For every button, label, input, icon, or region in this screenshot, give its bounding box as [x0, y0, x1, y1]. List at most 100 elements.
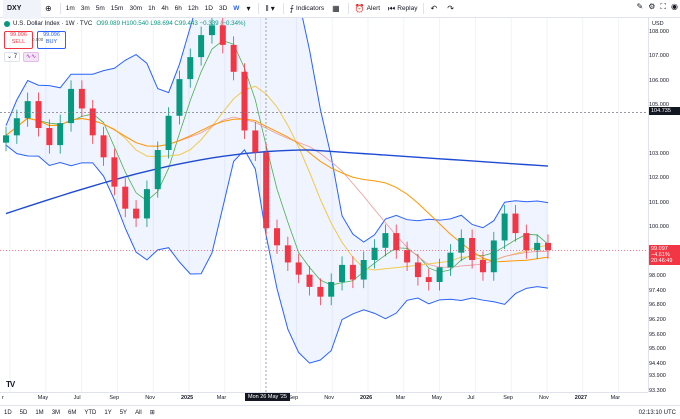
redo-button[interactable]: ↷: [443, 0, 460, 17]
time-tick-label: Sep: [503, 395, 513, 401]
time-axis[interactable]: [0, 392, 648, 406]
toolbar-divider: [282, 3, 284, 14]
interval-12h[interactable]: 12h: [187, 5, 199, 12]
indicator-chip[interactable]: ∿∿: [23, 52, 40, 62]
replay-label: Replay: [397, 5, 418, 12]
grid-icon: ▦: [332, 3, 340, 13]
interval-3m[interactable]: 3m: [80, 5, 90, 12]
interval-w[interactable]: W: [233, 5, 240, 12]
chart-type-button[interactable]: ‖ ▾: [261, 0, 280, 17]
time-tick-label: Nov: [324, 395, 334, 401]
sell-price: 99.096: [10, 32, 27, 38]
current-countdown: 20:46:49: [651, 258, 673, 265]
candle-body: [479, 260, 486, 273]
candle-body: [143, 189, 150, 219]
candle-body: [274, 228, 280, 246]
price-tick-label: 94.400: [649, 361, 666, 368]
price-chart[interactable]: [0, 18, 648, 392]
add-symbol-button[interactable]: ⊕: [41, 0, 58, 17]
replay-button[interactable]: ⏮ Replay: [384, 0, 421, 17]
time-tick-label: 2025: [181, 395, 194, 401]
range-5d[interactable]: 5D: [19, 409, 28, 416]
price-tick-label: 108.000: [649, 28, 669, 35]
price-tick-label: 106.000: [649, 77, 669, 84]
indicators-button[interactable]: ⨍ Indicators: [286, 0, 328, 17]
snapshot-icon[interactable]: ◉: [671, 2, 678, 11]
candle-body: [306, 274, 313, 287]
interval-6h[interactable]: 6h: [174, 5, 182, 12]
ma-long-line: [5, 149, 549, 215]
current-price: 99.097: [651, 246, 668, 253]
interval-3d[interactable]: 3D: [218, 5, 228, 12]
candle-body: [545, 242, 551, 251]
candle-body: [404, 250, 411, 263]
candle-body: [447, 252, 454, 268]
interval-15m[interactable]: 15m: [110, 5, 124, 12]
interval-1m[interactable]: 1m: [65, 5, 75, 12]
time-tick-label: Jul: [73, 395, 81, 401]
candle-body: [371, 247, 378, 260]
interval-dropdown[interactable]: ▾: [242, 0, 256, 17]
buy-button[interactable]: 99.096 BUY: [37, 31, 66, 49]
range-3m[interactable]: 3M: [51, 409, 61, 416]
legend-title: U.S. Dollar Index · 1W · TVC: [13, 20, 93, 27]
symbol-search[interactable]: DXY: [3, 0, 41, 19]
candle-body: [100, 135, 107, 158]
interval-1h[interactable]: 1h: [148, 5, 156, 12]
paint-icon[interactable]: ✎: [636, 2, 644, 11]
range-1y[interactable]: 1Y: [104, 409, 112, 416]
interval-4h[interactable]: 4h: [161, 5, 169, 12]
replay-icon: ⏮: [388, 3, 396, 13]
alert-button[interactable]: ⏰ Alert: [351, 0, 384, 17]
price-tick-label: 98.000: [649, 273, 666, 280]
candle-body: [349, 264, 356, 280]
candle-body: [382, 233, 389, 248]
time-tick-label: Mar: [395, 395, 406, 401]
settings-icon[interactable]: ⚙: [648, 2, 656, 11]
crosshair-price: 104.735: [651, 108, 671, 115]
range-1m[interactable]: 1M: [35, 409, 44, 416]
candle-body: [46, 128, 53, 146]
bollinger-upper-line: [5, 18, 549, 243]
candle-body: [89, 108, 96, 136]
range-5y[interactable]: 5Y: [119, 409, 128, 416]
fullscreen-icon[interactable]: ⛶: [660, 2, 667, 11]
range-all[interactable]: All: [135, 409, 142, 416]
buy-price: 99.096: [43, 32, 60, 38]
candle-body: [154, 150, 161, 190]
price-axis[interactable]: USD: [648, 18, 680, 392]
bollinger-band-fill: [6, 18, 548, 364]
date-range-icon[interactable]: ⊞: [149, 410, 155, 416]
candle-body: [317, 286, 324, 297]
candle-body: [208, 25, 215, 36]
undo-icon: ↶: [430, 3, 438, 13]
sell-button[interactable]: 99.096 SELL: [4, 31, 33, 49]
legend-ohlc: O99.089 H100.540 L98.694 C99.443 −0.339 …: [96, 20, 246, 27]
price-tick-label: 93.300: [649, 388, 666, 394]
interval-30m[interactable]: 30m: [129, 5, 143, 12]
candle-body: [284, 245, 291, 263]
bollinger-lower-line: [5, 144, 549, 364]
time-tick-label: May: [431, 395, 442, 401]
indicator-toggle[interactable]: ⌄ 7: [4, 52, 21, 62]
price-tick-label: 93.900: [649, 373, 666, 380]
interval-1d[interactable]: 1D: [204, 5, 213, 12]
interval-5m[interactable]: 5m: [95, 5, 105, 12]
bottom-bar: 1D 5D 1M 3M 6M YTD 1Y 5Y All ⊞ 02:13:10 UTC: [0, 405, 680, 419]
undo-button[interactable]: ↶: [426, 0, 443, 17]
candle-body: [469, 238, 476, 260]
layouts-button[interactable]: ▦: [328, 0, 346, 17]
range-ytd[interactable]: YTD: [84, 409, 97, 416]
price-tick-label: 95.600: [649, 331, 666, 338]
time-tick-label: Jul: [467, 395, 475, 401]
range-6m[interactable]: 6M: [68, 409, 77, 416]
clock: 02:13:10 UTC: [638, 409, 676, 416]
candle-body: [133, 208, 140, 219]
interval-list: 1m 3m 5m 15m 30m 1h 4h 6h 12h 1D 3D W: [63, 0, 243, 17]
candle-body: [122, 186, 129, 209]
price-tick-label: 95.000: [649, 346, 666, 353]
ma-orange-line: [5, 117, 549, 263]
range-1d[interactable]: 1D: [4, 409, 12, 416]
toolbar-divider: [59, 3, 61, 14]
time-tick-label: 2026: [360, 395, 373, 401]
